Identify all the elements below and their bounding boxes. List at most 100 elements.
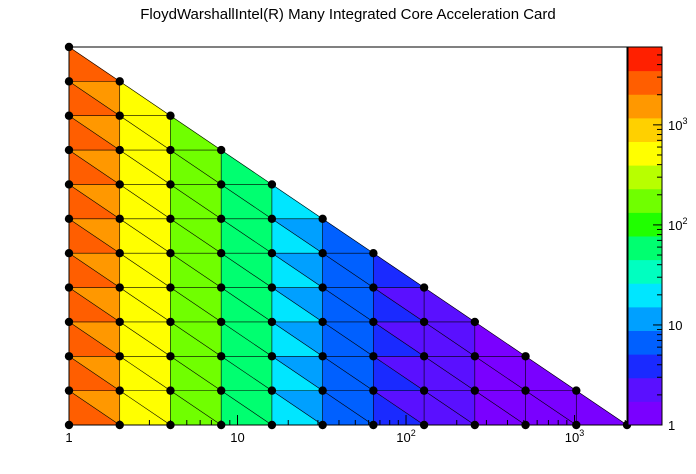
colorbar-tick-label: 102 — [668, 216, 687, 233]
data-point — [216, 180, 226, 189]
colorbar-bin — [628, 47, 662, 72]
colorbar-bin — [628, 165, 662, 190]
mesh-line — [68, 81, 120, 116]
mesh-line — [322, 321, 374, 357]
data-point — [216, 283, 226, 292]
data-point — [419, 283, 429, 292]
data-point — [115, 214, 124, 224]
data-point — [166, 145, 175, 155]
mesh-line — [221, 184, 273, 220]
data-point — [166, 283, 175, 292]
mesh-line — [474, 390, 526, 426]
data-point — [115, 352, 124, 361]
mesh-line — [68, 321, 120, 357]
mesh-line — [119, 81, 171, 116]
mesh-line — [170, 218, 222, 254]
x-tick-label: 102 — [396, 428, 415, 445]
mesh-line — [119, 184, 171, 220]
colorbar-bin — [628, 283, 662, 308]
mesh-line — [525, 390, 577, 426]
mesh-line — [119, 356, 171, 391]
colorbar-bin — [628, 70, 662, 95]
data-point — [267, 214, 277, 224]
x-tick-label: 10 — [230, 430, 244, 445]
data-point — [369, 248, 378, 258]
mesh-line — [576, 390, 628, 426]
mesh-line — [221, 252, 273, 288]
data-point — [115, 145, 124, 155]
colorbar-bin — [628, 377, 662, 402]
mesh-line — [68, 115, 120, 151]
data-point — [166, 214, 175, 224]
data-point — [521, 352, 530, 361]
chart-title: FloydWarshallIntel(R) Many Integrated Co… — [140, 6, 556, 23]
mesh-line — [68, 252, 120, 288]
data-point — [166, 352, 175, 361]
mesh-line — [271, 252, 323, 288]
plot-frame — [68, 46, 628, 426]
data-point — [267, 386, 277, 395]
data-point — [166, 180, 175, 189]
mesh-line — [119, 149, 171, 185]
colorbar-bin — [628, 141, 662, 166]
colorbar-tick-label: 103 — [668, 116, 687, 133]
data-point — [216, 317, 226, 327]
mesh-line — [373, 252, 425, 288]
mesh-line — [322, 218, 374, 254]
mesh-line — [271, 287, 323, 323]
mesh-line — [271, 184, 323, 220]
data-point — [318, 352, 327, 361]
data-point — [216, 248, 226, 258]
mesh-line — [221, 149, 273, 185]
data-point — [166, 111, 175, 120]
x-tick-label: 1 — [65, 430, 72, 445]
data-point — [318, 386, 327, 395]
mesh-line — [271, 218, 323, 254]
data-point — [572, 386, 581, 395]
mesh-line — [68, 46, 120, 82]
data-point — [267, 248, 277, 258]
colorbar-bin — [628, 94, 662, 119]
data-point — [318, 248, 327, 258]
mesh-line — [68, 149, 120, 185]
data-point — [115, 180, 124, 189]
mesh-line — [322, 252, 374, 288]
data-point — [470, 317, 480, 327]
mesh-line — [322, 390, 374, 426]
mesh-line — [68, 184, 120, 220]
mesh-line — [322, 287, 374, 323]
mesh-line — [423, 287, 475, 323]
data-point — [419, 317, 429, 327]
data-point — [166, 317, 175, 327]
mesh-line — [119, 287, 171, 323]
mesh-line — [170, 356, 222, 391]
data-point — [267, 283, 277, 292]
mesh-line — [170, 252, 222, 288]
data-point — [318, 283, 327, 292]
data-point — [216, 386, 226, 395]
mesh-line — [221, 390, 273, 426]
data-point — [115, 111, 124, 120]
colorbar-bin — [628, 306, 662, 331]
mesh-line — [373, 390, 425, 426]
colorbar-bin — [628, 236, 662, 261]
colorbar-bin — [628, 401, 662, 426]
data-point — [115, 386, 124, 395]
mesh-line — [170, 287, 222, 323]
data-point — [369, 317, 378, 327]
data-point — [470, 386, 480, 395]
mesh-line — [423, 321, 475, 357]
mesh-line — [221, 218, 273, 254]
data-point — [419, 386, 429, 395]
mesh-line — [119, 115, 171, 151]
x-tick-label: 103 — [565, 428, 584, 445]
colorbar-tick-label: 1 — [668, 418, 675, 433]
mesh-line — [525, 356, 577, 391]
mesh-line — [119, 390, 171, 426]
mesh-line — [221, 356, 273, 391]
mesh-line — [373, 287, 425, 323]
mesh-line — [373, 356, 425, 391]
mesh-line — [423, 390, 475, 426]
data-point — [369, 352, 378, 361]
data-point — [115, 77, 124, 86]
